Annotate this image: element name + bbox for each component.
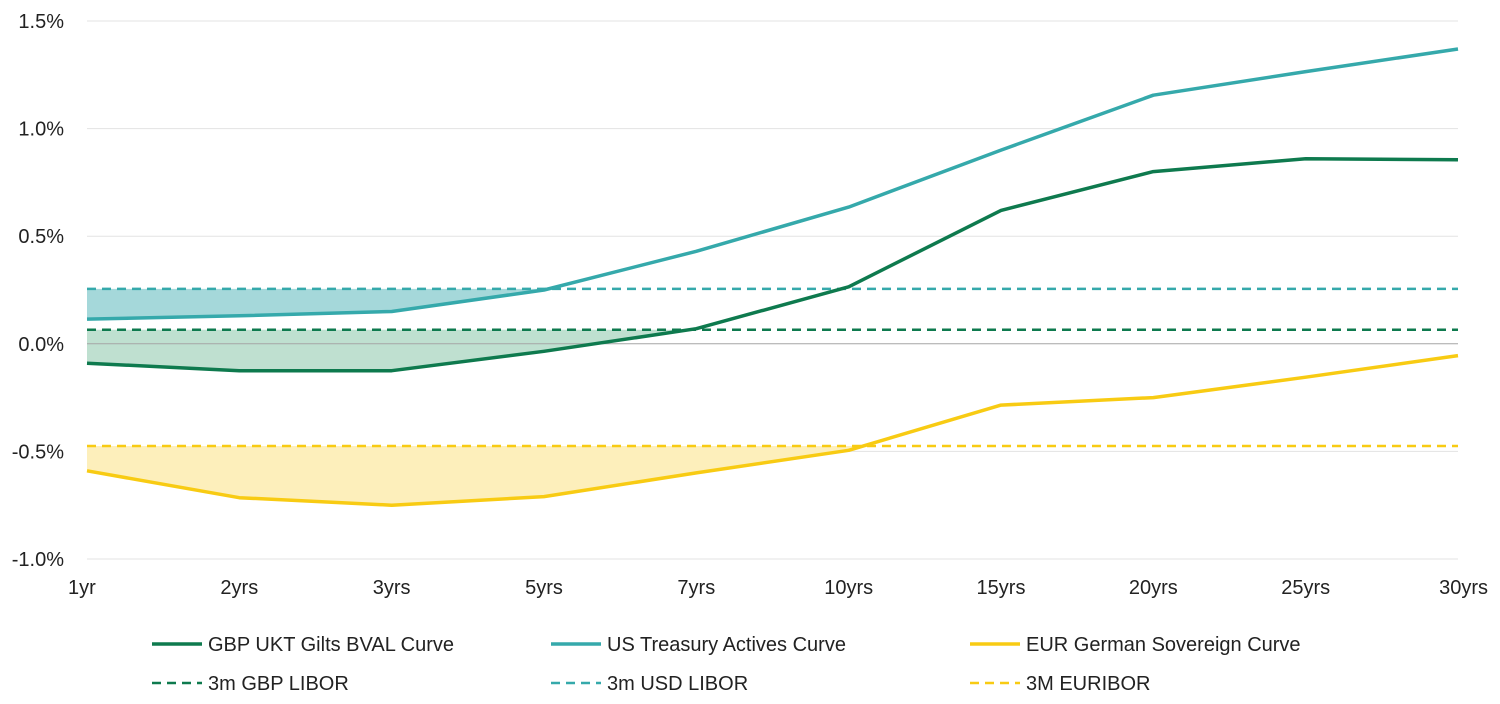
- legend-item-us-treasury-actives-curve: US Treasury Actives Curve: [551, 634, 846, 656]
- x-axis-tick-labels: 1yr 2yrs 3yrs 5yrs 7yrs 10yrs 15yrs 20yrs 25yrs 3…: [68, 577, 1488, 599]
- legend-item-eur-german-sovereign-curve: EUR German Sovereign Curve: [970, 634, 1301, 656]
- x-tick-label: 10yrs: [824, 577, 873, 599]
- shaded-area-eur-german-sovereign-curve: [87, 446, 864, 506]
- curve-lines: [86, 47, 1459, 507]
- legend-label: GBP UKT Gilts BVAL Curve: [208, 634, 454, 656]
- y-tick-label: 0.0%: [18, 334, 64, 356]
- legend-label: 3m GBP LIBOR: [208, 673, 349, 695]
- x-tick-label: 15yrs: [977, 577, 1026, 599]
- shaded-areas: [87, 288, 864, 506]
- x-tick-label: 2yrs: [220, 577, 258, 599]
- y-tick-label: -1.0%: [12, 549, 64, 571]
- x-tick-label: 7yrs: [677, 577, 715, 599]
- legend-item-3m-gbp-libor: 3m GBP LIBOR: [152, 673, 349, 695]
- x-tick-label: 1yr: [68, 577, 96, 599]
- legend-label: 3M EURIBOR: [1026, 673, 1150, 695]
- legend-item-gbp-ukt-gilts-bval-curve: GBP UKT Gilts BVAL Curve: [152, 634, 454, 656]
- legend-item-3m-euribor: 3M EURIBOR: [970, 673, 1150, 695]
- legend-label: EUR German Sovereign Curve: [1026, 634, 1301, 656]
- legend-label: US Treasury Actives Curve: [607, 634, 846, 656]
- shaded-area-gbp-ukt-gilts-bval-curve: [87, 329, 690, 371]
- series-line-us-treasury-actives-curve: [86, 47, 1459, 321]
- shaded-area-us-treasury-actives-curve: [87, 288, 549, 320]
- series-line-gbp-ukt-gilts-bval-curve: [86, 156, 1459, 373]
- legend-item-3m-usd-libor: 3m USD LIBOR: [551, 673, 748, 695]
- y-axis-tick-labels: -1.0% -0.5% 0.0% 0.5% 1.0% 1.5%: [12, 11, 64, 571]
- x-tick-label: 5yrs: [525, 577, 563, 599]
- y-tick-label: 1.0%: [18, 119, 64, 141]
- x-tick-label: 25yrs: [1281, 577, 1330, 599]
- legend-label: 3m USD LIBOR: [607, 673, 748, 695]
- x-tick-label: 20yrs: [1129, 577, 1178, 599]
- x-tick-label: 3yrs: [373, 577, 411, 599]
- libor-reference-lines: [87, 287, 1458, 448]
- y-tick-label: 1.5%: [18, 11, 64, 33]
- y-tick-label: -0.5%: [12, 441, 64, 463]
- y-tick-label: 0.5%: [18, 226, 64, 248]
- legend: GBP UKT Gilts BVAL Curve US Treasury Acti…: [152, 634, 1301, 695]
- x-tick-label: 30yrs: [1439, 577, 1488, 599]
- series-line-eur-german-sovereign-curve: [86, 353, 1459, 507]
